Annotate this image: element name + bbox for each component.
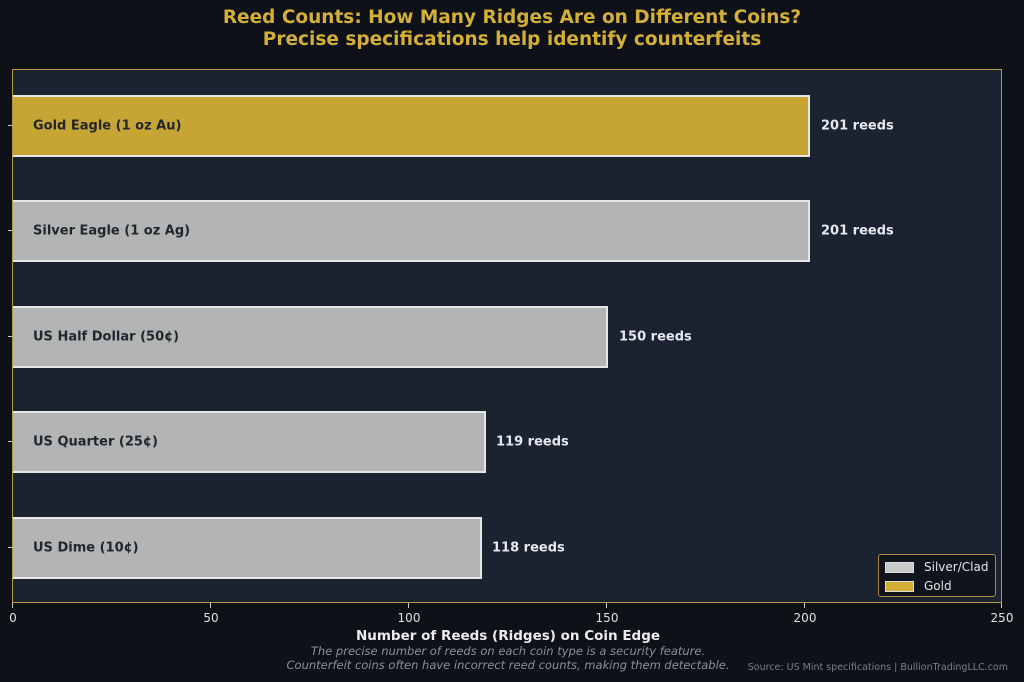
- value-label: 119 reeds: [496, 434, 569, 450]
- legend-item-silver: Silver/Clad: [885, 560, 988, 574]
- x-tick: [210, 603, 211, 608]
- bar-quarter: US Quarter (25¢): [13, 411, 486, 473]
- legend-label: Gold: [924, 579, 952, 593]
- x-tick: [408, 603, 409, 608]
- footnote-line2: Counterfeit coins often have incorrect r…: [286, 658, 730, 672]
- x-tick: [606, 603, 607, 608]
- bar-label: Gold Eagle (1 oz Au): [33, 118, 182, 134]
- value-label: 150 reeds: [619, 329, 692, 345]
- value-label: 201 reeds: [821, 118, 894, 134]
- source-credit: Source: US Mint specifications | Bullion…: [747, 662, 1008, 673]
- bar-label: US Half Dollar (50¢): [33, 329, 180, 345]
- chart-subtitle: Precise specifications help identify cou…: [262, 29, 762, 50]
- x-tick-label: 150: [595, 611, 619, 625]
- chart-title-line1: Reed Counts: How Many Ridges Are on Diff…: [222, 7, 802, 28]
- x-tick: [804, 603, 805, 608]
- y-tick: [8, 125, 12, 126]
- x-tick: [1001, 603, 1002, 608]
- value-label: 118 reeds: [492, 540, 565, 556]
- x-tick-label: 250: [990, 611, 1014, 625]
- bar-gold-eagle: Gold Eagle (1 oz Au): [13, 95, 810, 157]
- legend-swatch-silver: [885, 561, 914, 573]
- bar-label: US Quarter (25¢): [33, 434, 158, 450]
- bar-half-dollar: US Half Dollar (50¢): [13, 306, 608, 368]
- footnote-line1: The precise number of reeds on each coin…: [310, 644, 706, 658]
- value-label: 201 reeds: [821, 223, 894, 239]
- bar-dime: US Dime (10¢): [13, 517, 482, 579]
- x-tick-label: 0: [9, 611, 17, 625]
- legend-label: Silver/Clad: [924, 560, 989, 574]
- legend-swatch-gold: [885, 580, 914, 592]
- x-axis-title: Number of Reeds (Ridges) on Coin Edge: [355, 628, 661, 644]
- y-tick: [8, 336, 12, 337]
- y-tick: [8, 441, 12, 442]
- y-tick: [8, 230, 12, 231]
- legend: Silver/Clad Gold: [878, 554, 996, 597]
- y-tick: [8, 547, 12, 548]
- x-tick-label: 50: [203, 611, 219, 625]
- legend-item-gold: Gold: [885, 579, 952, 593]
- x-tick-label: 200: [793, 611, 817, 625]
- plot-area: Gold Eagle (1 oz Au) Silver Eagle (1 oz …: [12, 69, 1002, 603]
- x-tick-label: 100: [397, 611, 421, 625]
- x-tick: [12, 603, 13, 608]
- bar-label: Silver Eagle (1 oz Ag): [33, 223, 191, 239]
- bar-silver-eagle: Silver Eagle (1 oz Ag): [13, 200, 810, 262]
- bar-label: US Dime (10¢): [33, 540, 139, 556]
